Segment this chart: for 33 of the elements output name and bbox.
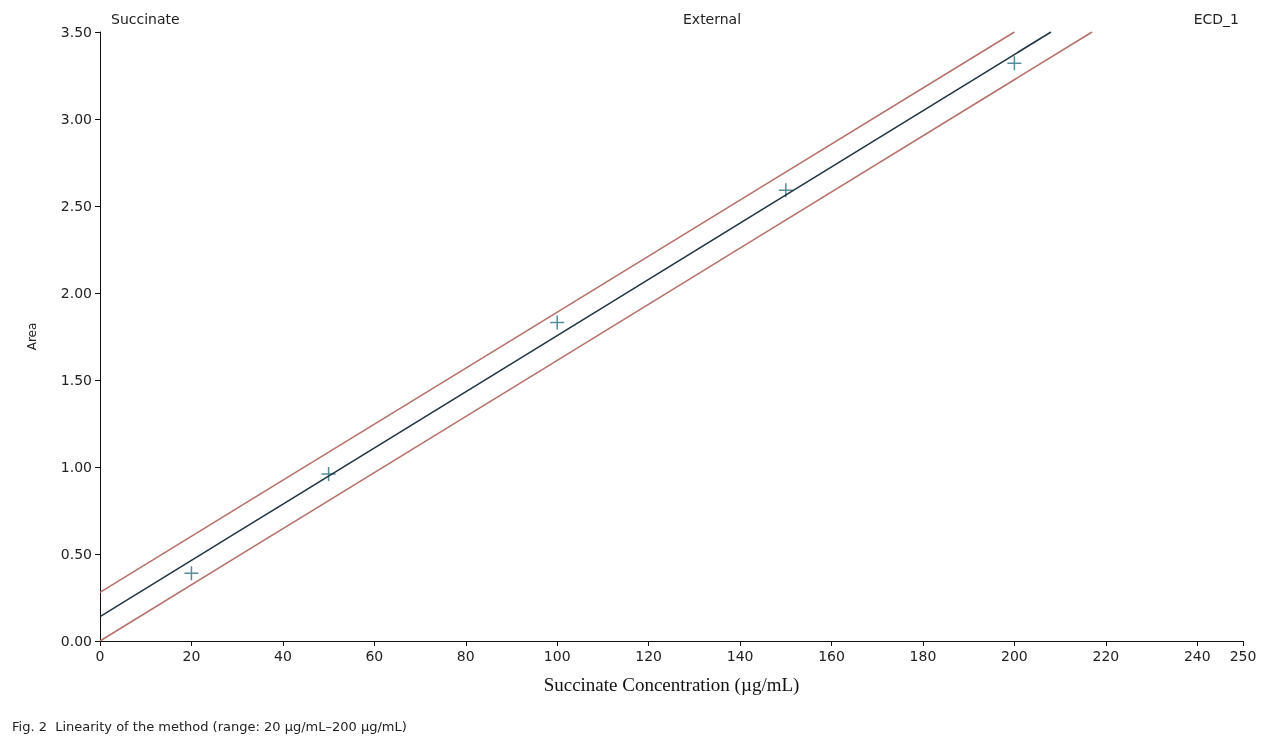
y-axis-title: Area <box>25 322 39 351</box>
x-tick-label: 0 <box>95 648 105 664</box>
text: External <box>683 11 742 27</box>
y-tick-label: 1.50 <box>60 372 92 388</box>
y-tick-label: 0.00 <box>60 633 92 649</box>
x-tick-label: 40 <box>273 648 292 664</box>
point <box>183 565 200 581</box>
x-tick-label: 240 <box>1183 648 1211 664</box>
x-tick-label: 140 <box>726 648 754 664</box>
text: Succinate <box>111 11 180 27</box>
caption: Fig. 2 Linearity of the method (range: 20 µg/mL–200 µg/mL) <box>12 719 407 734</box>
x-tick-label: 100 <box>543 648 571 664</box>
x-tick-label: 200 <box>1001 648 1028 664</box>
y-tick-label: 3.50 <box>60 24 92 40</box>
x-tick-label: 80 <box>456 648 475 664</box>
point <box>549 314 565 331</box>
x-tick-label: 180 <box>909 648 937 664</box>
text: ECD_1 <box>1193 11 1239 27</box>
y-tick-label: 3.00 <box>60 111 92 127</box>
x-tick-label: 160 <box>818 648 845 664</box>
x-axis-title: Succinate Concentration (µg/mL) <box>543 674 800 696</box>
y-tick-label: 2.00 <box>60 285 92 301</box>
x-tick-label: 20 <box>182 648 201 664</box>
y-tick-label: 2.50 <box>60 198 92 214</box>
x-tick-label: 250 <box>1229 648 1257 664</box>
x-tick-label: 220 <box>1092 648 1120 664</box>
point <box>778 182 794 199</box>
point <box>320 466 337 482</box>
y-tick-label: 0.50 <box>60 546 92 562</box>
y-tick-label: 1.00 <box>60 459 92 475</box>
point <box>1006 55 1023 72</box>
x-tick-label: 60 <box>365 648 384 664</box>
x-tick-label: 120 <box>635 648 663 664</box>
